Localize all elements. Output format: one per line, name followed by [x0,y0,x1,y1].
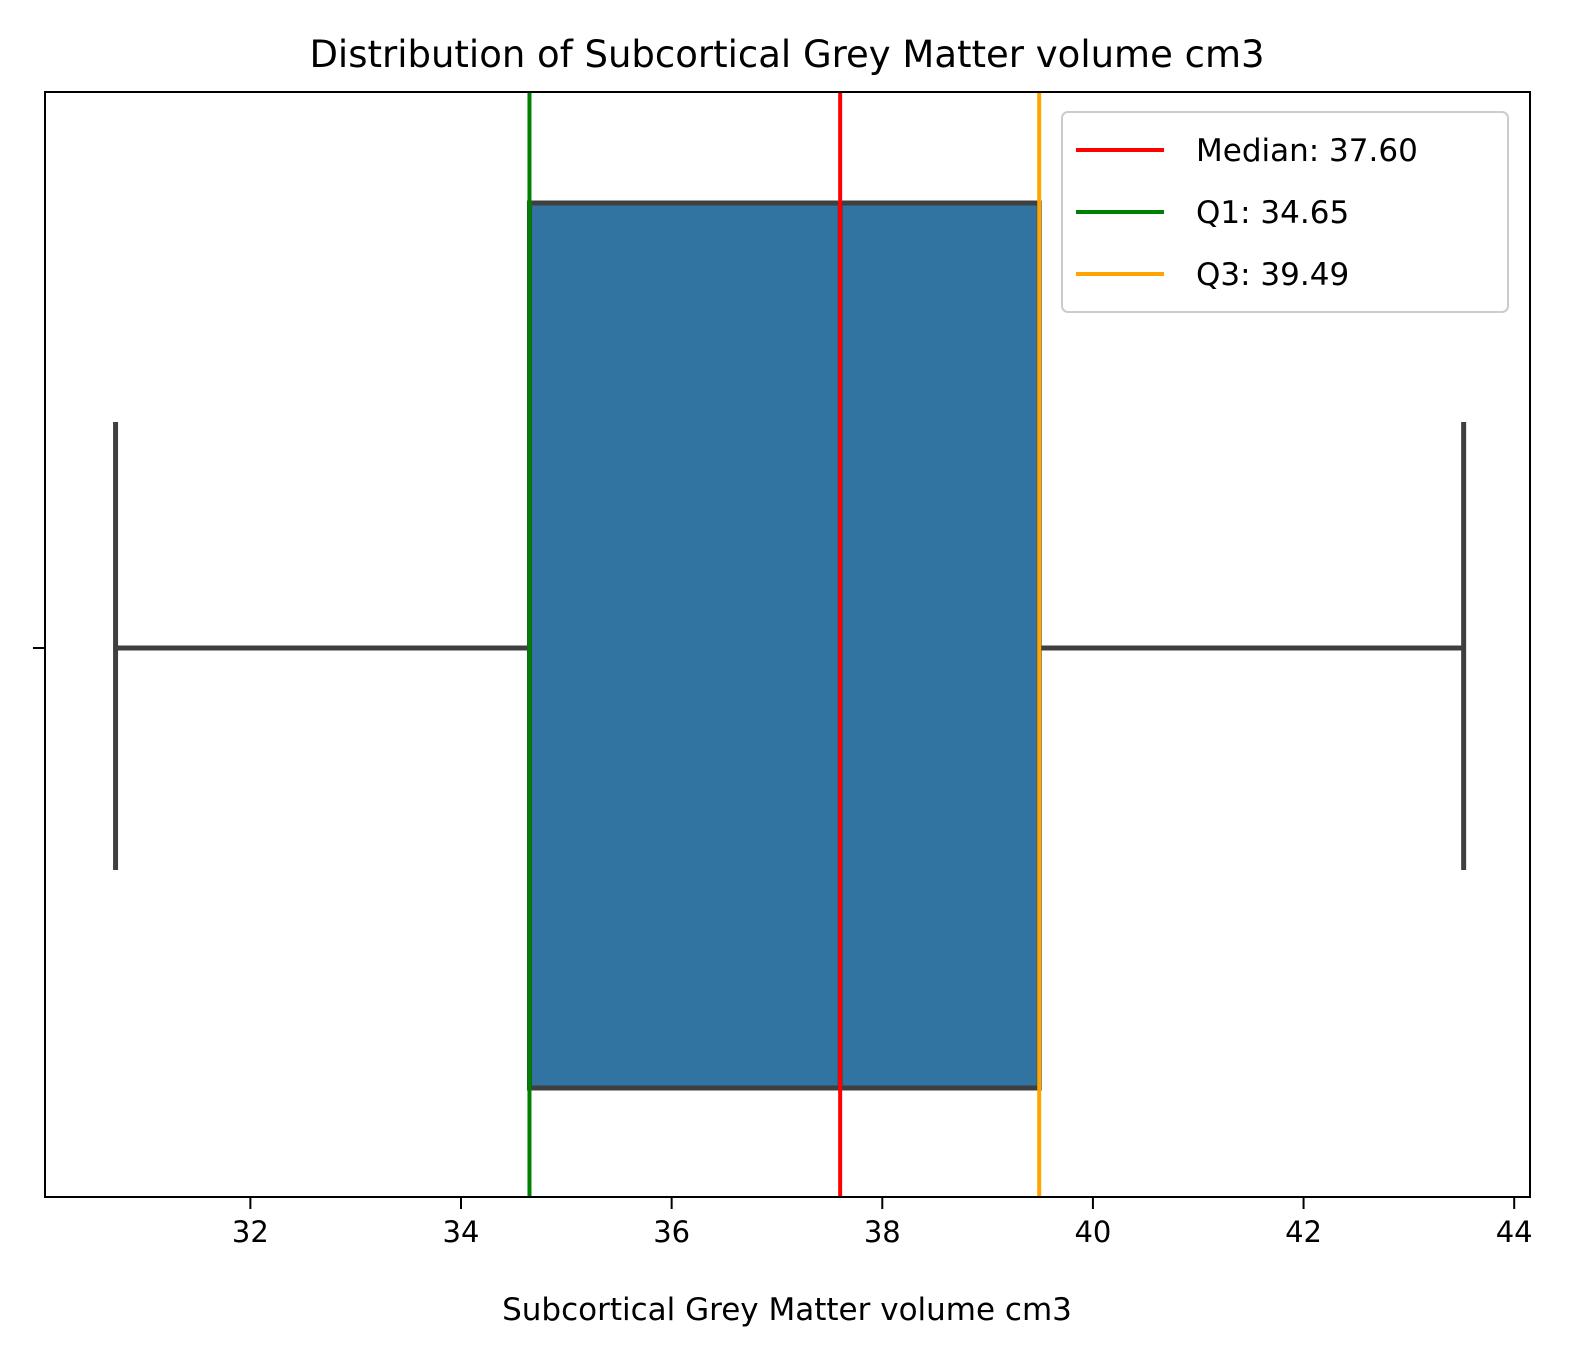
x-tick-label: 38 [864,1215,901,1249]
x-tick-label: 44 [1496,1215,1533,1249]
chart-title: Distribution of Subcortical Grey Matter … [309,33,1264,76]
x-tick-label: 34 [443,1215,480,1249]
x-axis: 32 34 36 38 40 42 44 [232,1197,1533,1249]
x-tick-label: 40 [1074,1215,1111,1249]
reference-lines [527,92,1042,1197]
x-tick-label: 32 [232,1215,269,1249]
legend: Median: 37.60 Q1: 34.65 Q3: 39.49 [1061,111,1509,313]
box-plot [113,200,1467,1091]
x-tick-label: 42 [1285,1215,1322,1249]
legend-box [1061,111,1509,313]
plot-frame [44,91,1531,1198]
legend-entry-label: Q3: 39.49 [1196,257,1349,293]
x-axis-label: Subcortical Grey Matter volume cm3 [502,1292,1072,1328]
legend-entry-label: Q1: 34.65 [1196,195,1349,231]
legend-entry-label: Median: 37.60 [1196,133,1418,169]
interquartile-box [526,200,1042,1091]
x-tick-label: 36 [653,1215,690,1249]
